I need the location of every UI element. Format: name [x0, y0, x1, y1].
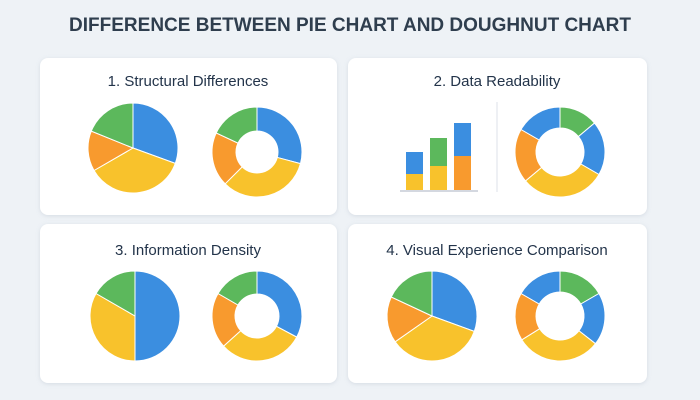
pie-illustration [89, 270, 181, 362]
doughnut-illustration [514, 106, 606, 198]
slice [217, 270, 258, 306]
slice [95, 270, 136, 317]
panel-title: 3. Information Density [115, 242, 261, 259]
bar-illustration [400, 102, 498, 192]
slice [132, 102, 179, 165]
slice [386, 296, 433, 343]
doughnut-illustration [514, 270, 606, 362]
slice [134, 270, 181, 362]
page-title: DIFFERENCE BETWEEN PIE CHART AND DOUGHNU… [69, 15, 631, 36]
slice [89, 292, 136, 362]
bar-segment [406, 152, 423, 174]
slice [394, 315, 475, 362]
panel-title: 1. Structural Differences [108, 73, 269, 90]
slice [390, 270, 433, 317]
panel-title: 2. Data Readability [434, 73, 561, 90]
slice [222, 325, 298, 362]
slice [215, 106, 258, 144]
pie-illustration [386, 270, 478, 362]
panel-title: 4. Visual Experience Comparison [386, 242, 608, 259]
slice [431, 270, 478, 333]
doughnut-illustration [211, 106, 303, 198]
slice [224, 156, 302, 198]
bar-segment [406, 174, 423, 190]
pie-illustration [87, 102, 179, 194]
bar-segment [454, 123, 471, 156]
bar-segment [430, 138, 447, 166]
slice [520, 106, 561, 141]
slice [520, 270, 561, 305]
doughnut-illustration [211, 270, 303, 362]
bar-segment [454, 156, 471, 190]
slice [256, 270, 303, 338]
bar-segment [430, 166, 447, 190]
slice [90, 102, 134, 149]
